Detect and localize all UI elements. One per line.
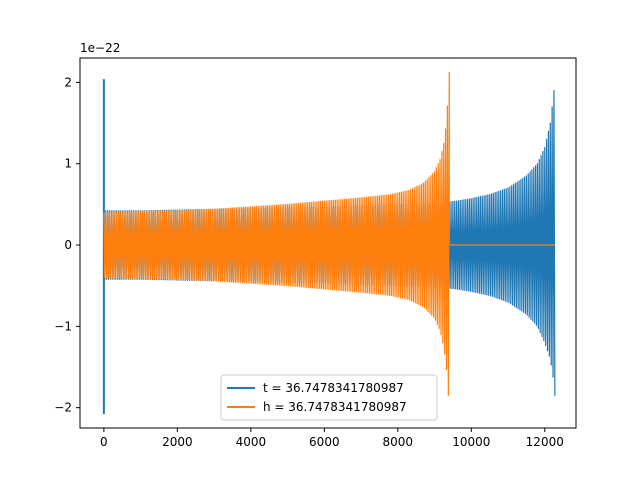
x-tick-label: 6000 [309,435,340,449]
x-axis: 0 2000 4000 6000 8000 10000 12000 [100,428,564,449]
x-tick-label: 12000 [526,435,564,449]
y-tick-label: 0 [64,238,72,252]
x-tick-label: 10000 [452,435,490,449]
y-tick-label: 1 [64,157,72,171]
y-tick-label: −1 [54,319,72,333]
x-tick-label: 0 [100,435,108,449]
x-tick-label: 8000 [383,435,414,449]
y-axis: 2 1 0 −1 −2 [54,75,80,415]
y-tick-label: −2 [54,401,72,415]
legend-box [220,374,438,421]
series-line-1 [103,72,556,396]
legend: t = 36.7478341780987 h = 36.7478341780987 [220,374,438,421]
axes-frame [79,57,577,429]
plot-area [102,72,556,415]
y-offset-label: 1e−22 [80,41,120,55]
y-tick-label: 2 [64,75,72,89]
legend-label: t = 36.7478341780987 [263,381,404,395]
x-tick-label: 4000 [236,435,267,449]
x-tick-label: 2000 [162,435,193,449]
legend-label: h = 36.7478341780987 [263,400,407,414]
